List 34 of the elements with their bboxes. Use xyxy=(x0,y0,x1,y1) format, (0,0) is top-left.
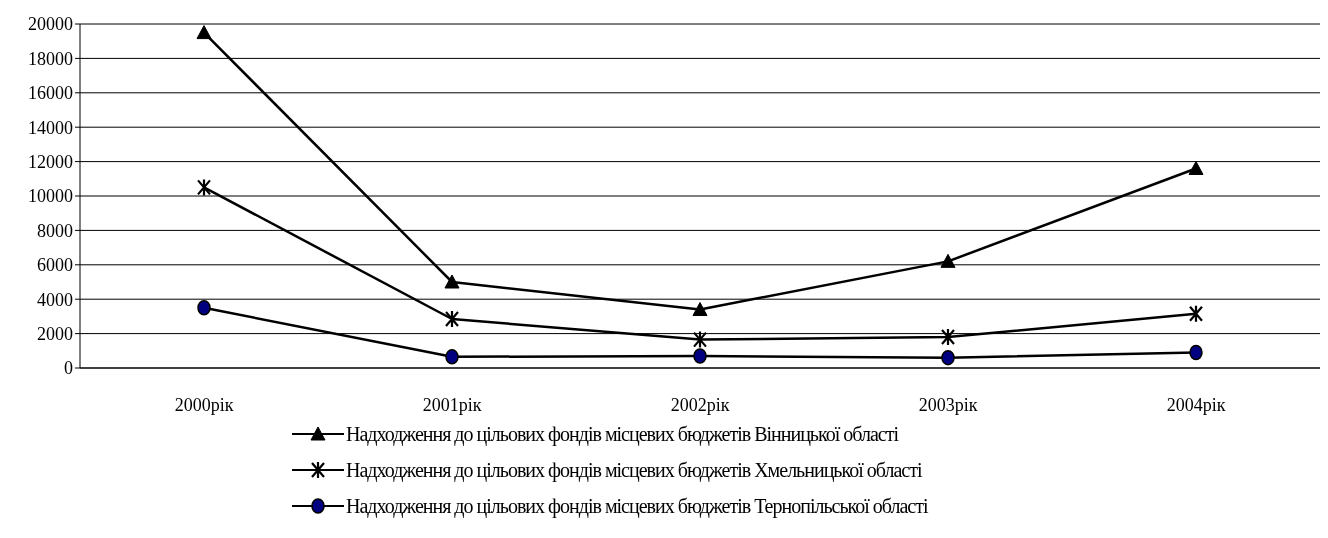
legend-label: Надходження до цільових фондів місцевих бюджетів Тернопільської області xyxy=(346,494,928,518)
x-tick-label: 2003рік xyxy=(918,394,978,415)
point xyxy=(197,300,211,316)
x-tick-label: 2002рік xyxy=(670,394,730,415)
x-tick-label: 2001рік xyxy=(422,394,482,415)
y-tick-label: 4000 xyxy=(37,289,73,310)
point xyxy=(693,348,707,364)
y-tick-label: 16000 xyxy=(28,83,73,104)
x-tick-label: 2000рік xyxy=(174,394,234,415)
legend-label: Надходження до цільових фондів місцевих бюджетів Вінницької області xyxy=(346,422,898,446)
point xyxy=(196,178,212,197)
point xyxy=(444,274,460,289)
point xyxy=(940,253,956,268)
point xyxy=(1188,160,1204,175)
point xyxy=(1189,344,1203,361)
point xyxy=(1188,304,1204,323)
point xyxy=(940,327,956,347)
y-tick-label: 12000 xyxy=(28,151,73,172)
y-tick-label: 18000 xyxy=(28,48,73,69)
point xyxy=(196,25,212,40)
point xyxy=(692,302,708,317)
y-tick-label: 6000 xyxy=(37,255,73,276)
y-tick-label: 0 xyxy=(64,358,73,379)
point xyxy=(444,309,460,329)
y-tick-label: 20000 xyxy=(28,14,73,35)
legend-label: Надходження до цільових фондів місцевих бюджетів Хмельницької області xyxy=(346,458,922,482)
point xyxy=(941,349,955,366)
y-tick-label: 10000 xyxy=(28,186,73,207)
y-tick-label: 2000 xyxy=(37,323,73,344)
y-tick-label: 14000 xyxy=(28,117,73,138)
point xyxy=(445,349,459,365)
y-tick-label: 8000 xyxy=(37,220,73,241)
x-tick-label: 2004рік xyxy=(1166,394,1226,415)
point xyxy=(692,330,708,349)
